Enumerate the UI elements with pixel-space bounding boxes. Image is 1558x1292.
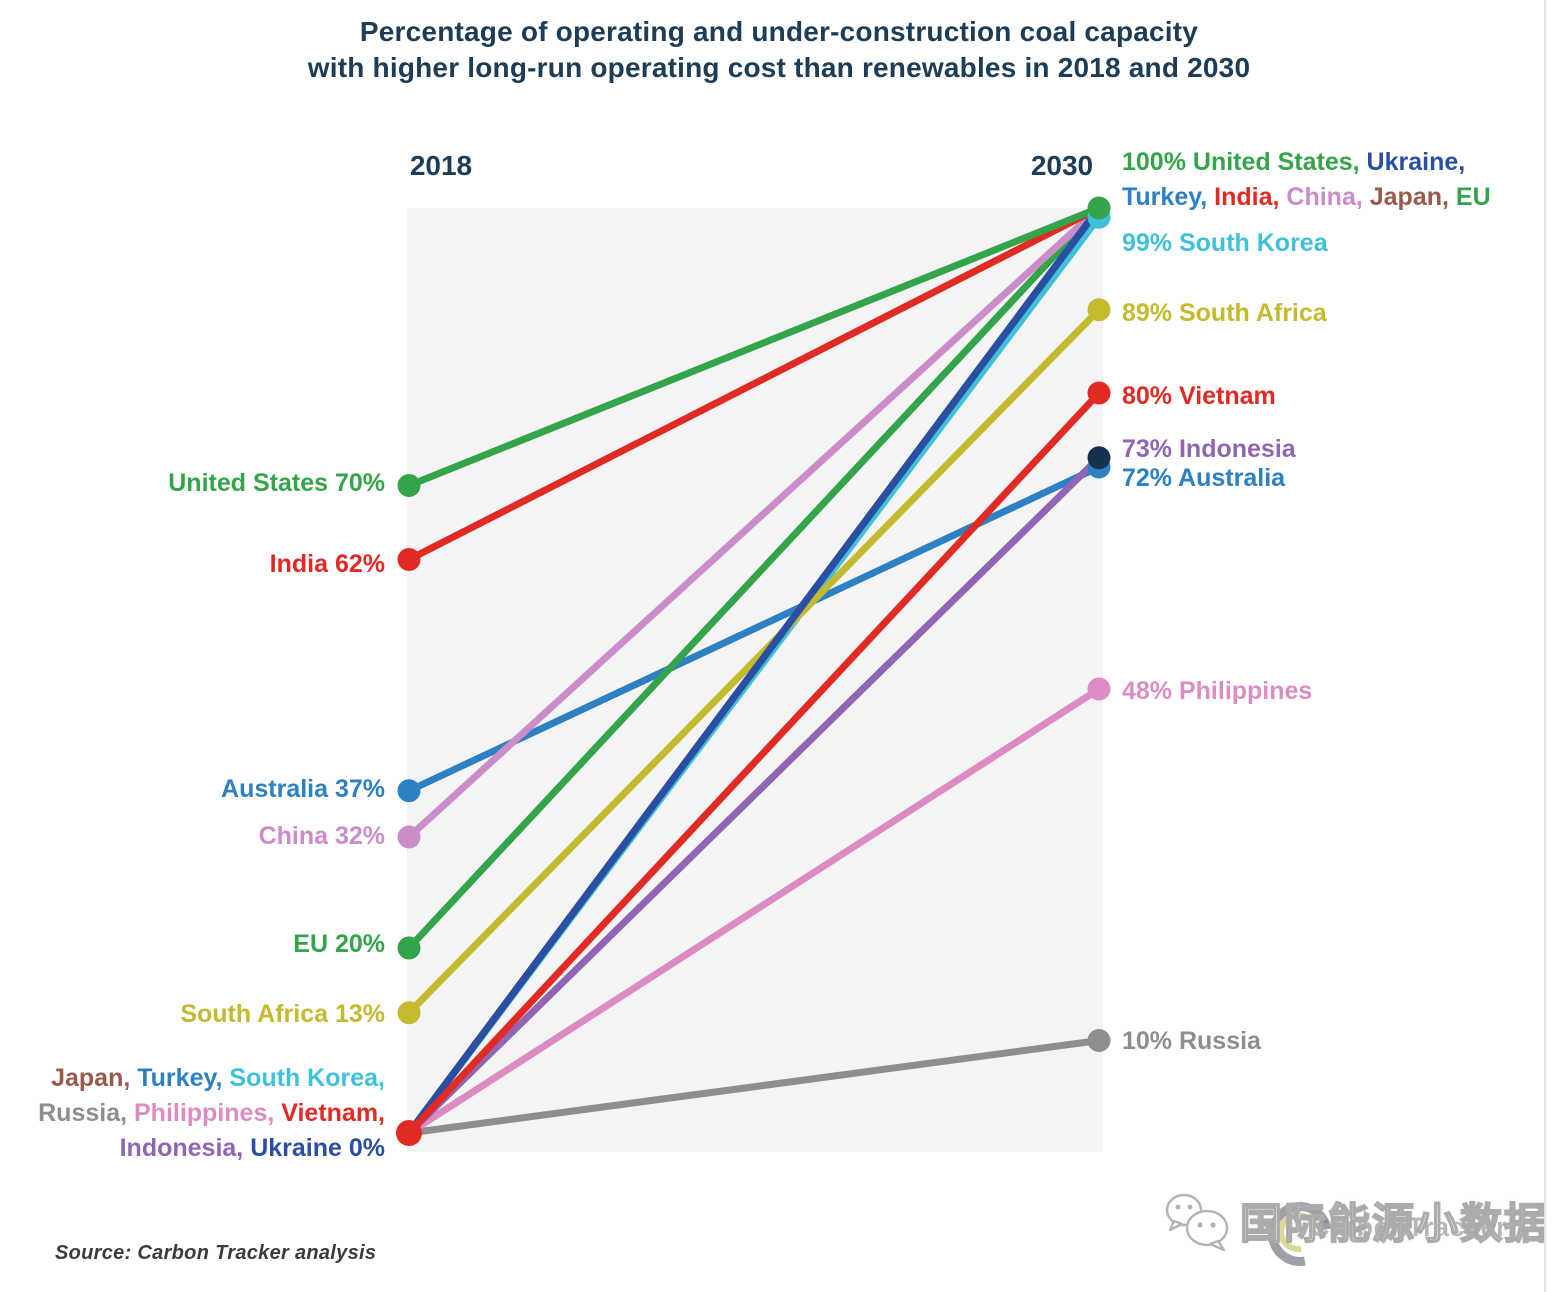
label-segment: Indonesia, (119, 1133, 251, 1162)
wechat-icon (1165, 1193, 1229, 1252)
dot-left-32 (397, 825, 421, 849)
label-segment: South Africa 13% (180, 999, 385, 1028)
right-label-south-africa: 89% South Africa (1122, 298, 1327, 328)
right-label-indonesia: 73% Indonesia (1122, 434, 1296, 464)
dot-left-0 (396, 1120, 422, 1146)
dot-right-48 (1087, 677, 1111, 701)
label-segment: 99% South Korea (1122, 229, 1328, 258)
dot-right-100 (1087, 196, 1111, 220)
label-segment: China, (1286, 183, 1370, 211)
right-label-australia: 72% Australia (1122, 463, 1285, 493)
slope-line-india (407, 204, 1101, 563)
label-segment: United States 70% (168, 468, 385, 497)
carbon-tracker-ghost-text: CarbonTracker (1310, 1212, 1508, 1242)
column-header-2030: 2030 (1030, 150, 1094, 181)
source-note: Source: Carbon Tracker analysis (55, 1242, 377, 1264)
left-label-united-states: United States 70% (168, 468, 385, 498)
slope-line-south-africa (406, 307, 1102, 1016)
slope-line-philippines (407, 686, 1101, 1136)
dot-left-70 (397, 474, 421, 497)
label-line: India 62% (270, 549, 385, 579)
label-segment: EU 20% (293, 930, 385, 958)
label-segment: 73% Indonesia (1122, 434, 1296, 463)
label-segment: South Korea, (229, 1063, 385, 1092)
label-segment: Turkey, (1122, 183, 1215, 211)
dot-left-37 (397, 779, 421, 803)
label-segment: 10% Russia (1122, 1026, 1261, 1055)
label-segment: 80% Vietnam (1122, 382, 1276, 410)
slope-line-china (406, 205, 1102, 840)
slope-line-russia (408, 1037, 1100, 1137)
right-label-hundred-group: 100% United States, Ukraine, Turkey, Indi… (1122, 145, 1491, 215)
label-segment: Ukraine 0% (250, 1133, 385, 1162)
dot-left-62 (397, 548, 421, 571)
label-segment: EU (1455, 183, 1491, 211)
label-segment: China 32% (258, 822, 385, 850)
label-line: United States 70% (168, 468, 385, 498)
label-segment: Australia 37% (221, 774, 385, 803)
label-segment: 72% Australia (1122, 464, 1286, 492)
dot-right-80 (1087, 381, 1111, 405)
left-label-china: China 32% (259, 821, 385, 851)
label-line: Indonesia, Ukraine 0% (38, 1131, 385, 1166)
dot-right-73 (1087, 446, 1111, 470)
label-line: 73% Indonesia (1122, 434, 1296, 464)
label-line: EU 20% (293, 929, 385, 959)
label-line: 72% Australia (1122, 463, 1285, 493)
label-line: Australia 37% (221, 774, 385, 804)
left-label-zero-group: Japan, Turkey, South Korea, Russia, Phili… (38, 1061, 385, 1166)
label-line: 100% United States, Ukraine, (1122, 145, 1491, 180)
label-line: Russia, Philippines, Vietnam, (38, 1096, 385, 1131)
label-segment: India 62% (269, 549, 385, 578)
label-segment: Russia, (38, 1098, 134, 1127)
label-line: China 32% (259, 821, 385, 851)
label-segment: 100% United States, (1122, 148, 1367, 176)
left-label-south-africa: South Africa 13% (180, 999, 385, 1029)
chart-title: Percentage of operating and under-constr… (0, 14, 1558, 86)
label-line: 99% South Korea (1122, 228, 1328, 258)
column-header-2018: 2018 (409, 150, 473, 181)
dot-left-20 (397, 936, 421, 960)
right-label-south-korea: 99% South Korea (1122, 228, 1328, 258)
chart-title-line1: Percentage of operating and under-constr… (359, 16, 1199, 47)
label-segment: Turkey, (137, 1063, 230, 1092)
slope-line-eu (406, 205, 1102, 951)
chart-title-line2: with higher long-run operating cost than… (307, 52, 1251, 83)
label-line: 89% South Africa (1122, 298, 1327, 328)
label-line: Japan, Turkey, South Korea, (38, 1061, 385, 1096)
label-segment: 89% South Africa (1122, 298, 1327, 327)
slope-line-ukraine (406, 205, 1102, 1136)
right-label-russia: 10% Russia (1122, 1026, 1261, 1056)
watermark-text: 国际能源小数据 (1239, 1199, 1549, 1248)
left-label-eu: EU 20% (293, 929, 385, 959)
label-segment: Ukraine, (1366, 148, 1466, 176)
left-label-india: India 62% (270, 549, 385, 579)
dot-left-13 (397, 1001, 421, 1025)
right-label-vietnam: 80% Vietnam (1122, 381, 1276, 411)
dot-right-89 (1087, 298, 1111, 322)
label-line: 80% Vietnam (1122, 381, 1276, 411)
slope-line-vietnam (406, 390, 1102, 1136)
label-line: 10% Russia (1122, 1026, 1261, 1056)
right-label-philippines: 48% Philippines (1122, 676, 1312, 706)
label-segment: India, (1214, 183, 1287, 211)
dot-right-10 (1087, 1029, 1111, 1052)
label-line: South Africa 13% (180, 999, 385, 1029)
slope-line-united-states (407, 204, 1101, 489)
watermark: CarbonTracker 国际能源小数据 (1160, 1186, 1547, 1279)
slope-line-indonesia (406, 455, 1102, 1136)
label-line: 48% Philippines (1122, 676, 1312, 706)
page-edge-line (1544, 0, 1546, 1292)
label-line: Turkey, India, China, Japan, EU (1122, 180, 1491, 215)
label-segment: Philippines, (134, 1098, 282, 1127)
left-label-australia: Australia 37% (221, 774, 385, 804)
label-segment: 48% Philippines (1122, 677, 1313, 705)
label-segment: Vietnam, (281, 1098, 385, 1127)
label-segment: Japan, (51, 1063, 138, 1092)
label-segment: Japan, (1369, 183, 1456, 211)
